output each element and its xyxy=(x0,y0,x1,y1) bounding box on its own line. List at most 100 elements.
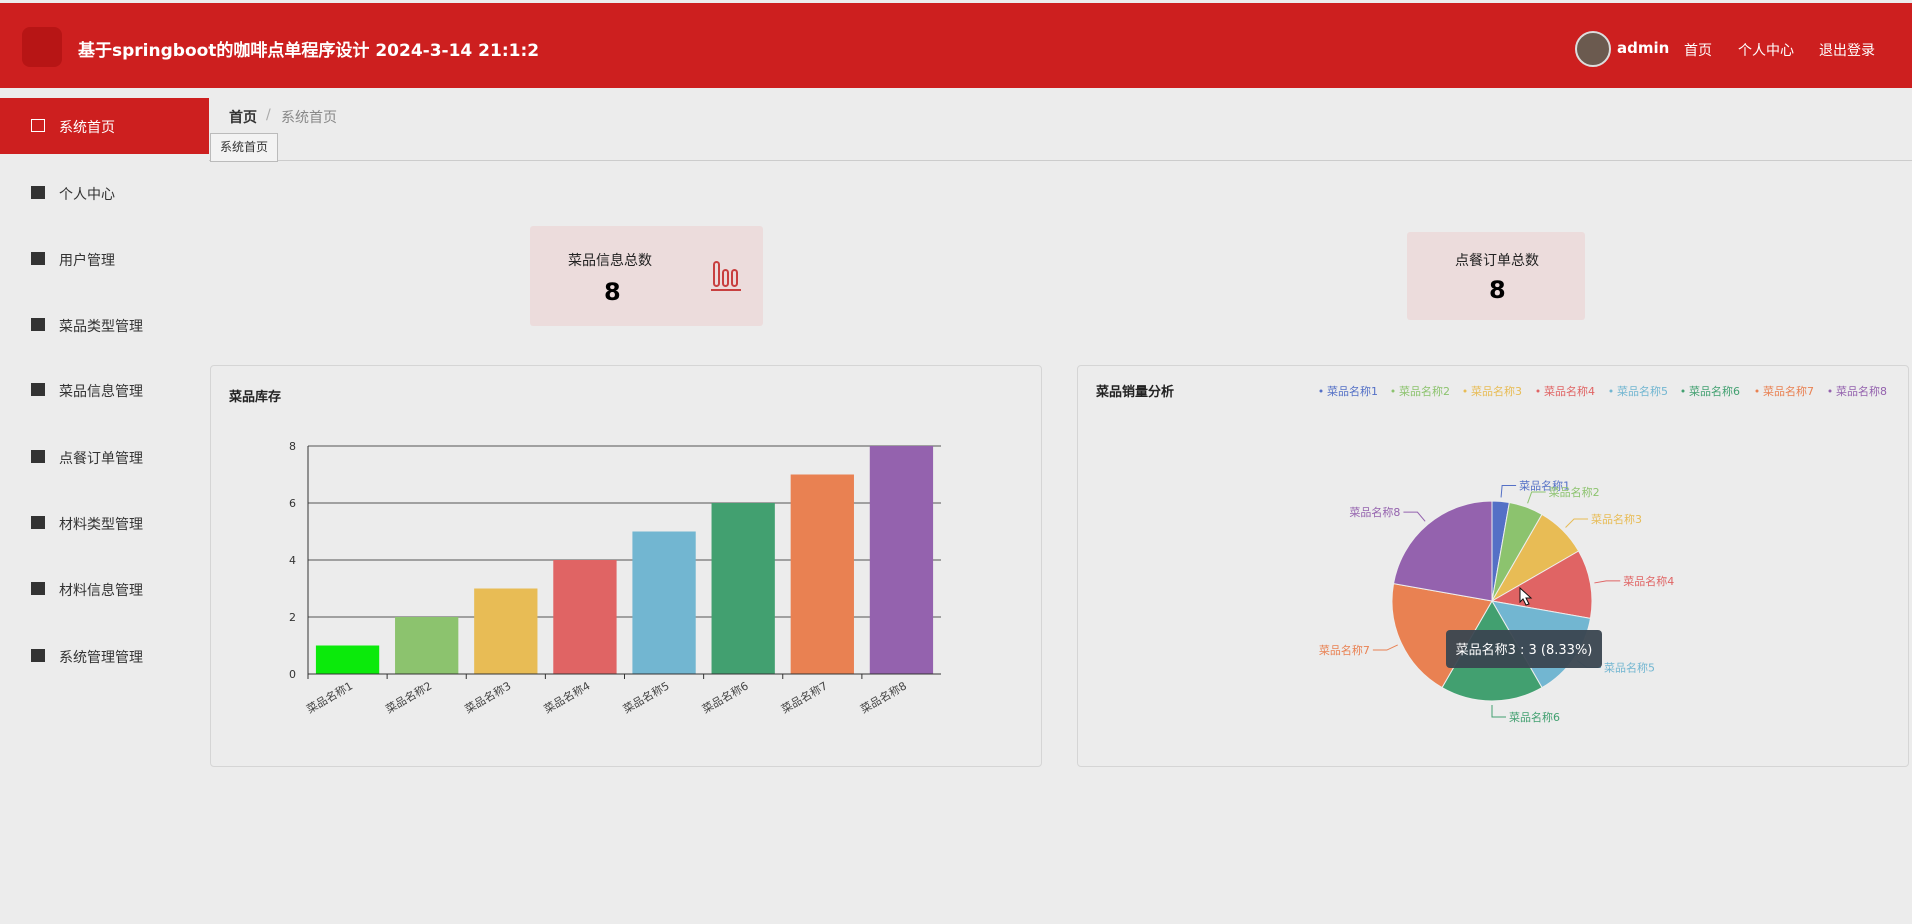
legend-dot xyxy=(1681,389,1685,393)
slice-label: 菜品名称3 xyxy=(1591,512,1642,526)
slice-label: 菜品名称8 xyxy=(1349,505,1400,519)
leader-line xyxy=(1594,580,1621,584)
leader-line xyxy=(1565,518,1589,528)
nav-link[interactable]: 个人中心 xyxy=(1738,43,1794,59)
title: 基于springboot的咖啡点单程序设计 2024-3-14 21:1:2 xyxy=(78,41,540,61)
bar xyxy=(395,617,459,674)
tooltip xyxy=(1446,630,1602,668)
username[interactable]: admin xyxy=(1617,39,1670,57)
menu-item[interactable]: 点餐订单管理 xyxy=(0,429,209,485)
y-tick-label: 2 xyxy=(289,611,296,624)
slice-label: 菜品名称2 xyxy=(1549,485,1600,499)
stat-value: 8 xyxy=(1489,276,1506,304)
menu-label: 系统首页 xyxy=(59,120,115,136)
y-tick-label: 8 xyxy=(289,440,296,453)
menu-label: 菜品类型管理 xyxy=(59,319,143,335)
pie-slice xyxy=(1490,550,1593,619)
menu-label: 点餐订单管理 xyxy=(59,451,143,467)
slice-label: 菜品名称7 xyxy=(1319,643,1370,657)
menu-label: 个人中心 xyxy=(59,187,115,203)
legend-dot xyxy=(1828,389,1832,393)
breadcrumb-sep: / xyxy=(266,107,271,123)
leader-line xyxy=(1403,511,1426,522)
y-tick-label: 6 xyxy=(289,497,296,510)
breadcrumb: 系统首页 xyxy=(281,110,337,126)
legend-dot xyxy=(1536,389,1540,393)
leader-line xyxy=(1372,644,1398,651)
bar xyxy=(553,560,617,674)
menu-item[interactable]: 材料信息管理 xyxy=(0,561,209,617)
sidebar: 系统首页个人中心用户管理菜品类型管理 菜品信息管理 点餐订单管理材料类型管理 材料信息… xyxy=(0,98,209,924)
menu-label: 用户管理 xyxy=(59,253,115,269)
slice-label: 菜品名称5 xyxy=(1604,661,1655,675)
bar xyxy=(790,474,854,674)
x-tick-label: 菜品名称1 xyxy=(304,678,355,716)
pie-slice xyxy=(1392,500,1493,602)
stat-card: 点餐订单总数 8 xyxy=(1407,232,1585,320)
bar xyxy=(869,446,934,674)
menu-label: 系统管理管理 xyxy=(59,650,143,666)
menu-icon xyxy=(31,450,45,463)
x-tick-label: 菜品名称3 xyxy=(462,678,513,716)
legend-label: 菜品名称4 xyxy=(1544,384,1595,398)
slice-label: 菜品名称1 xyxy=(1519,478,1570,492)
stat-value: 8 xyxy=(604,278,621,306)
menu-item[interactable]: 系统首页 xyxy=(0,98,209,154)
menu-icon xyxy=(31,186,45,199)
menu-icon xyxy=(31,318,45,331)
menu-item[interactable]: 菜品信息管理 xyxy=(0,362,209,418)
menu-item[interactable]: 用户管理 xyxy=(0,231,209,287)
legend-dot xyxy=(1463,389,1467,393)
legend-label: 菜品名称2 xyxy=(1399,384,1450,398)
menu-item[interactable]: 材料类型管理 xyxy=(0,495,209,551)
x-tick-label: 菜品名称5 xyxy=(620,678,671,716)
x-tick-label: 菜品名称7 xyxy=(779,678,830,716)
x-tick-label: 菜品名称8 xyxy=(858,678,909,716)
menu-item[interactable]: 菜品类型管理 xyxy=(0,297,209,353)
stat-label: 菜品信息总数 xyxy=(568,253,652,269)
legend-dot xyxy=(1609,389,1613,393)
x-tick-label: 菜品名称4 xyxy=(541,678,592,716)
nav-link[interactable]: 退出登录 xyxy=(1819,43,1875,59)
divider xyxy=(209,160,1912,161)
chart-title: 菜品销量分析 xyxy=(1095,384,1174,400)
bar xyxy=(315,645,380,674)
menu-icon xyxy=(31,649,45,662)
legend-label: 菜品名称5 xyxy=(1617,384,1668,398)
menu-icon xyxy=(31,252,45,265)
leader-line xyxy=(1500,484,1517,498)
menu-item[interactable]: 个人中心 xyxy=(0,165,209,221)
stat-label: 点餐订单总数 xyxy=(1455,253,1539,269)
breadcrumb[interactable]: 首页 xyxy=(229,110,257,126)
legend-dot xyxy=(1755,389,1759,393)
avatar[interactable] xyxy=(1575,31,1611,67)
x-tick-label: 菜品名称6 xyxy=(700,678,751,716)
bar xyxy=(711,503,775,674)
pie-slice xyxy=(1391,583,1493,689)
menu-icon xyxy=(31,119,45,132)
legend-label: 菜品名称8 xyxy=(1836,384,1887,398)
menu-item[interactable]: 系统管理管理 xyxy=(0,628,209,684)
legend-label: 菜品名称1 xyxy=(1327,384,1378,398)
menu-label: 菜品信息管理 xyxy=(59,384,143,400)
chart-title: 菜品库存 xyxy=(228,389,281,405)
menu-icon xyxy=(31,516,45,529)
slice-label: 菜品名称4 xyxy=(1623,574,1674,588)
menu-icon xyxy=(31,383,45,396)
menu-icon xyxy=(31,582,45,595)
slice-label: 菜品名称6 xyxy=(1509,710,1560,724)
legend-label: 菜品名称6 xyxy=(1689,384,1740,398)
tooltip-text: 菜品名称3 : 3 (8.33%) xyxy=(1456,642,1593,658)
nav-link[interactable]: 首页 xyxy=(1684,43,1712,59)
stat-card: 菜品信息总数 8 xyxy=(530,226,763,326)
stat-icon xyxy=(711,261,741,291)
leader-line xyxy=(1527,491,1546,504)
cursor xyxy=(1519,586,1533,606)
logo xyxy=(22,27,62,67)
legend-label: 菜品名称3 xyxy=(1471,384,1522,398)
legend-dot xyxy=(1391,389,1395,393)
bar xyxy=(474,588,538,674)
tab[interactable]: 系统首页 xyxy=(210,133,278,162)
